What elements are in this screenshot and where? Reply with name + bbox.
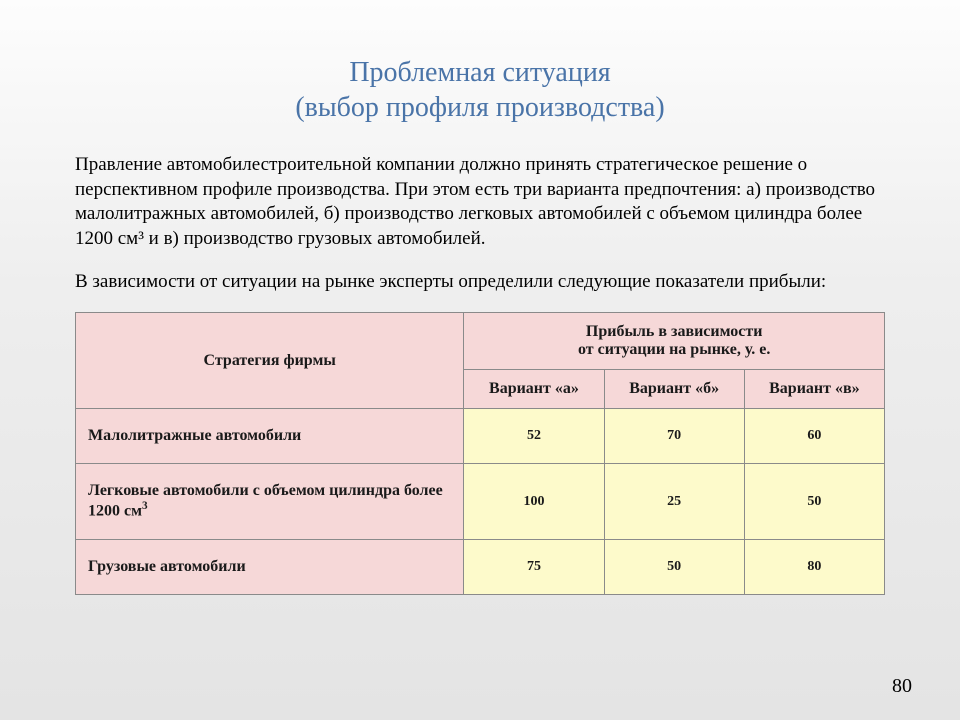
slide-title: Проблемная ситуация (выбор профиля произ… <box>75 55 885 125</box>
header-profit-line2: от ситуации на рынке, у. е. <box>578 341 770 358</box>
cell-value: 52 <box>464 409 604 464</box>
cell-value: 80 <box>744 539 884 594</box>
header-profit-group: Прибыль в зависимости от ситуации на рын… <box>464 313 885 370</box>
table-row: Малолитражные автомобили 52 70 60 <box>76 409 885 464</box>
row-label: Легковые автомобили с объемом цилиндра б… <box>76 464 464 539</box>
cell-value: 75 <box>464 539 604 594</box>
profit-table: Стратегия фирмы Прибыль в зависимости от… <box>75 312 885 594</box>
cell-value: 50 <box>604 539 744 594</box>
row-label: Грузовые автомобили <box>76 539 464 594</box>
subheader-a: Вариант «а» <box>464 370 604 409</box>
title-line2: (выбор профиля производства) <box>295 92 664 123</box>
cell-value: 60 <box>744 409 884 464</box>
paragraph-1: Правление автомобилестроительной компани… <box>75 153 885 252</box>
row-label: Малолитражные автомобили <box>76 409 464 464</box>
header-strategy: Стратегия фирмы <box>76 313 464 409</box>
paragraph-2: В зависимости от ситуации на рынке экспе… <box>75 270 885 295</box>
table-row: Грузовые автомобили 75 50 80 <box>76 539 885 594</box>
cell-value: 50 <box>744 464 884 539</box>
title-line1: Проблемная ситуация <box>349 57 610 88</box>
cell-value: 100 <box>464 464 604 539</box>
cell-value: 25 <box>604 464 744 539</box>
page-number: 80 <box>892 675 912 698</box>
table-row: Легковые автомобили с объемом цилиндра б… <box>76 464 885 539</box>
cell-value: 70 <box>604 409 744 464</box>
subheader-b: Вариант «б» <box>604 370 744 409</box>
subheader-c: Вариант «в» <box>744 370 884 409</box>
header-profit-line1: Прибыль в зависимости <box>586 323 763 340</box>
